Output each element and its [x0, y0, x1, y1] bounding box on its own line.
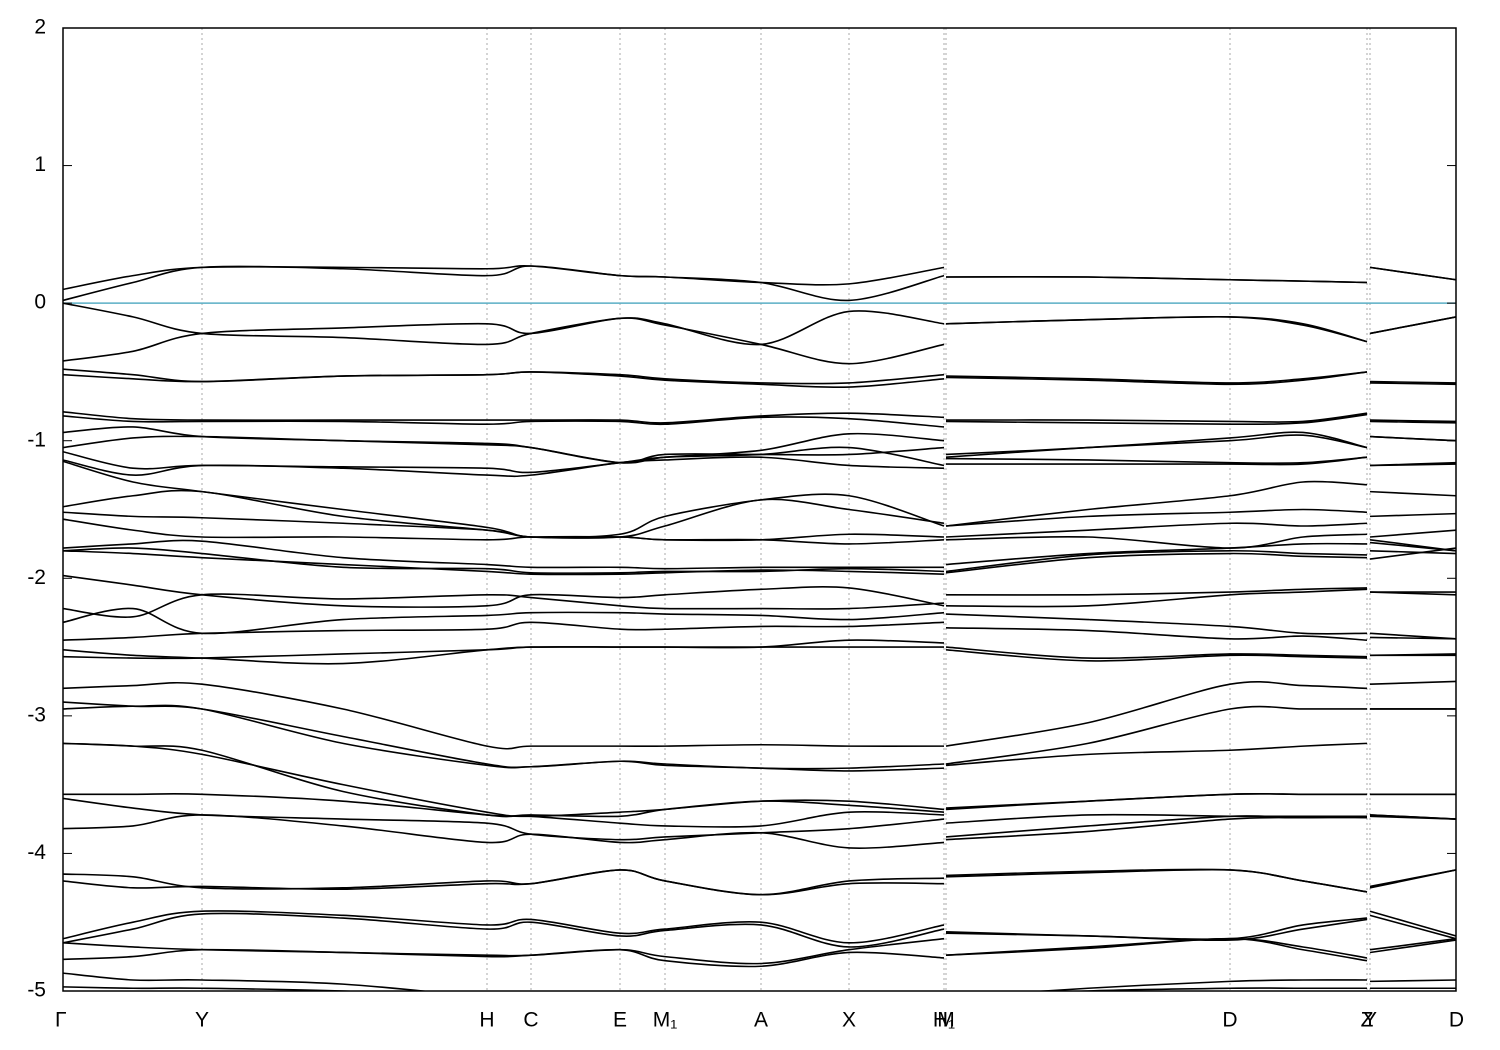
x-tick-label: Γ — [55, 1009, 67, 1032]
band — [63, 621, 1456, 641]
x-tick-label: X — [842, 1009, 856, 1032]
y-tick-label: 0 — [34, 291, 46, 314]
x-tick-label: C — [523, 1009, 538, 1032]
band — [63, 701, 1456, 770]
y-tick-label: -5 — [27, 979, 46, 1002]
y-tick-label: -4 — [27, 841, 46, 864]
grid — [62, 28, 1457, 991]
band — [63, 814, 1456, 849]
x-tick-label: A — [754, 1009, 768, 1032]
band — [63, 411, 1456, 424]
x-tick-label: D — [1449, 1009, 1464, 1032]
plot-frame — [62, 27, 1457, 992]
band — [63, 868, 1456, 896]
band — [63, 646, 1456, 662]
band — [63, 574, 1456, 608]
y-tick-label: -1 — [27, 428, 46, 451]
band — [63, 704, 1456, 772]
band — [63, 265, 1456, 302]
band — [63, 910, 1456, 944]
band — [63, 413, 1456, 428]
y-tick-label: 1 — [34, 153, 46, 176]
x-tick-label: Y — [195, 1009, 209, 1032]
x-tick-label: H — [479, 1009, 494, 1032]
band — [63, 315, 1456, 365]
band — [63, 489, 1456, 539]
band — [63, 434, 1456, 464]
band — [63, 607, 1456, 640]
band — [63, 986, 1456, 991]
band — [63, 264, 1456, 291]
y-tick-label: -3 — [27, 703, 46, 726]
band — [63, 792, 1456, 828]
band — [63, 937, 1456, 968]
band — [63, 371, 1456, 389]
band — [63, 742, 1456, 818]
band — [63, 511, 1456, 542]
band — [63, 868, 1456, 896]
bands — [63, 264, 1456, 991]
band — [63, 456, 1456, 478]
x-tick-label: Z — [1361, 1009, 1374, 1032]
band — [63, 912, 1456, 948]
x-tick-label: E — [613, 1009, 627, 1032]
x-tick-label: M₁ — [653, 1009, 678, 1032]
x-tick-label: D — [1222, 1009, 1237, 1032]
band — [63, 549, 1456, 576]
band — [63, 742, 1456, 818]
band — [63, 680, 1456, 750]
band — [63, 972, 1456, 991]
band — [63, 368, 1456, 385]
band — [63, 302, 1456, 346]
x-tick-label: H₁ — [933, 1009, 955, 1032]
x-tick-label: Y — [1363, 1009, 1377, 1032]
y-tick-label: -2 — [27, 566, 46, 589]
y-tick-label: 2 — [34, 16, 46, 39]
band — [63, 639, 1456, 665]
band — [63, 588, 1456, 618]
x-tick-label: M — [937, 1009, 955, 1032]
band — [63, 539, 1456, 570]
